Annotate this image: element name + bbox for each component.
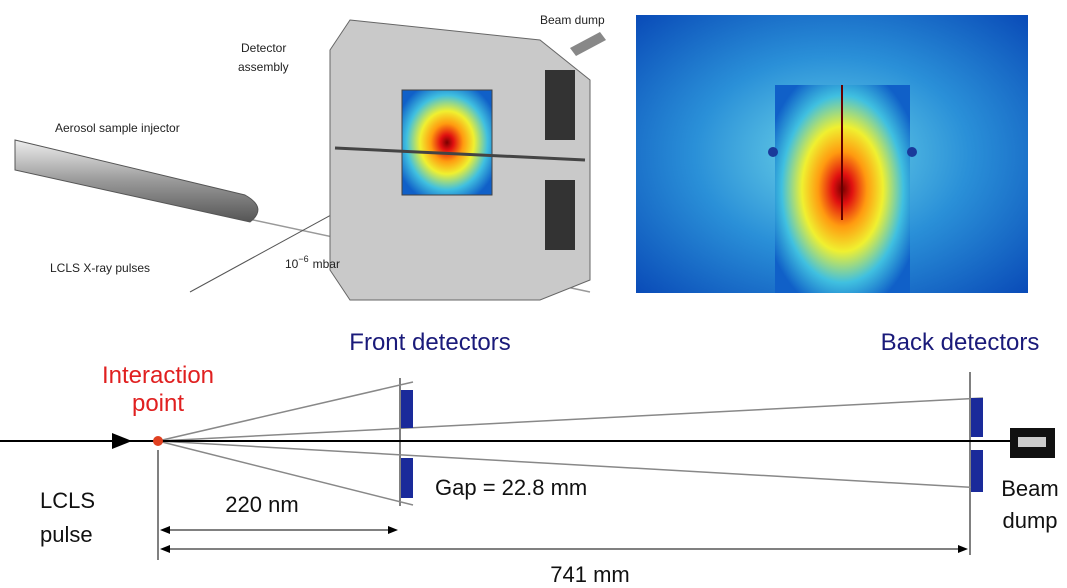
label: Back detectors [881, 329, 1040, 356]
label: Detector [241, 41, 286, 55]
label: 220 nm [225, 492, 298, 517]
label: 10 [285, 257, 299, 271]
label: pulse [40, 522, 93, 547]
label: Beam dump [540, 13, 605, 27]
label: dump [1002, 508, 1057, 533]
label: point [132, 390, 184, 417]
label: Gap = 22.8 mm [435, 475, 587, 500]
apparatus: Beam dump Detector assembly Aerosol samp… [15, 13, 606, 300]
label: Aerosol sample injector [55, 121, 180, 135]
label: 10−6 mbar [285, 254, 340, 271]
label: Front detectors [349, 329, 510, 356]
label: LCLS [40, 488, 95, 513]
detector-image [636, 15, 1028, 293]
label: LCLS X-ray pulses [50, 261, 150, 275]
label: assembly [238, 60, 289, 74]
figure: Beam dump Detector assembly Aerosol samp… [0, 0, 1067, 588]
label: Interaction [102, 362, 214, 389]
label: Beam [1001, 476, 1058, 501]
label: 741 mm [550, 562, 629, 587]
schematic: Front detectors Back detectors Interacti… [0, 329, 1059, 587]
label: mbar [313, 257, 340, 271]
label: −6 [298, 254, 308, 264]
